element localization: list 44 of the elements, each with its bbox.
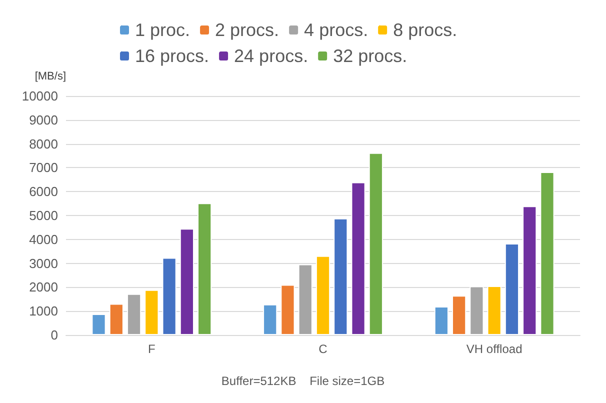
legend-label: 4 procs.: [304, 20, 368, 40]
bar: [144, 290, 159, 335]
bar: [92, 314, 106, 335]
bar: [298, 264, 312, 335]
x-tick-label: F: [148, 342, 156, 356]
y-tick-label: 9000: [29, 112, 58, 128]
y-tick-label: 2000: [29, 280, 58, 295]
y-axis-title: [MB/s]: [34, 70, 66, 82]
bar: [368, 152, 383, 335]
bar: [263, 304, 278, 335]
legend-label: 1 proc.: [135, 20, 190, 40]
y-tick-label: 4000: [29, 232, 58, 247]
x-tick-label: VH offload: [466, 342, 522, 356]
bar: [434, 306, 448, 335]
y-tick-label: 5000: [29, 208, 58, 223]
y-tick-label: 3000: [29, 256, 58, 271]
bar: [470, 286, 484, 335]
bar: [162, 258, 176, 335]
bar: [452, 296, 466, 335]
bar: [522, 206, 537, 335]
x-tick-label: C: [318, 342, 328, 356]
y-tick-label: 1000: [29, 304, 58, 319]
bar: [109, 304, 124, 335]
legend-label: 16 procs.: [135, 46, 210, 66]
bar: [487, 286, 502, 335]
legend-label: 32 procs.: [333, 46, 408, 66]
bar: [198, 203, 212, 335]
bar: [316, 256, 330, 335]
y-tick-label: 0: [50, 328, 58, 342]
bar: [126, 294, 142, 335]
bar: [504, 243, 520, 335]
legend-label: 8 procs.: [393, 20, 458, 40]
legend-label: 2 procs.: [215, 20, 280, 40]
bar: [280, 284, 295, 335]
bar: [180, 228, 194, 335]
legend-label: 24 procs.: [234, 46, 308, 66]
bar: [334, 218, 348, 335]
text: Buffer=512KB File size=1GB: [221, 374, 385, 388]
bar: [540, 172, 554, 335]
bar: [351, 182, 366, 335]
y-tick-label: 10000: [22, 88, 58, 104]
y-tick-label: 8000: [29, 136, 58, 152]
y-tick-label: 6000: [29, 184, 58, 200]
y-tick-label: 7000: [29, 160, 58, 176]
